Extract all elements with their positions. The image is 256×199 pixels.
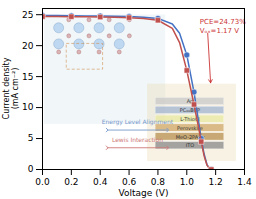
svg-text:Ag: Ag bbox=[186, 98, 194, 105]
svg-text:25: 25 bbox=[22, 10, 33, 20]
svg-text:10: 10 bbox=[22, 102, 34, 112]
svg-text:ITO: ITO bbox=[186, 142, 195, 148]
svg-text:0.8: 0.8 bbox=[151, 177, 166, 187]
svg-text:0.0: 0.0 bbox=[35, 177, 50, 187]
svg-text:Voltage (V): Voltage (V) bbox=[119, 188, 169, 198]
svg-text:0.2: 0.2 bbox=[64, 177, 78, 187]
svg-text:1.4: 1.4 bbox=[237, 177, 252, 187]
svg-text:15: 15 bbox=[22, 71, 33, 81]
svg-text:PC₆₀BCP: PC₆₀BCP bbox=[179, 107, 201, 113]
svg-text:PCE=24.73%Vₒₓ=1.17 V: PCE=24.73%Vₒₓ=1.17 V bbox=[200, 18, 246, 35]
svg-text:1.0: 1.0 bbox=[180, 177, 195, 187]
svg-text:0.6: 0.6 bbox=[122, 177, 137, 187]
svg-text:0.4: 0.4 bbox=[93, 177, 108, 187]
svg-text:L-ThioCl: L-ThioCl bbox=[180, 115, 200, 122]
svg-text:Perovskite: Perovskite bbox=[177, 124, 203, 131]
svg-text:Energy Level Alignment: Energy Level Alignment bbox=[102, 118, 174, 126]
svg-text:MeO-2PACz: MeO-2PACz bbox=[175, 133, 205, 140]
svg-text:Current density(mA cm⁻²): Current density(mA cm⁻²) bbox=[2, 57, 20, 119]
svg-text:5: 5 bbox=[28, 133, 34, 143]
svg-text:0: 0 bbox=[28, 164, 34, 174]
svg-text:20: 20 bbox=[22, 41, 34, 51]
svg-text:Lewis Interaction: Lewis Interaction bbox=[112, 136, 163, 143]
svg-text:1.2: 1.2 bbox=[208, 177, 222, 187]
